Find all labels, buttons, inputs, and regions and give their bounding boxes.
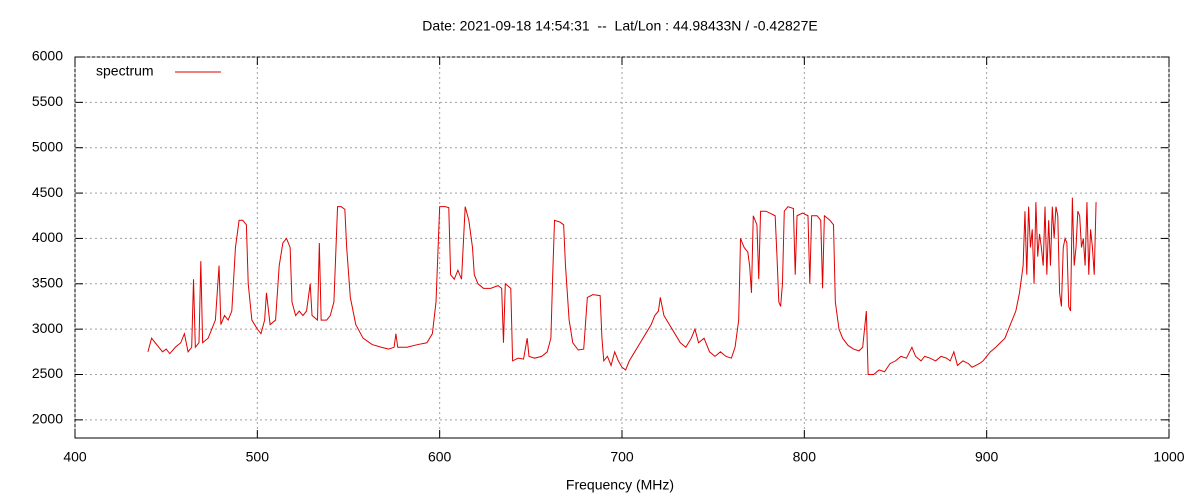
y-tick-label: 2500 bbox=[32, 365, 63, 381]
chart-title: Date: 2021-09-18 14:54:31 -- Lat/Lon : 4… bbox=[422, 18, 817, 34]
y-tick-label: 3000 bbox=[32, 320, 63, 336]
x-tick-label: 1000 bbox=[1153, 449, 1184, 465]
y-tick-label: 2000 bbox=[32, 411, 63, 427]
y-tick-label: 6000 bbox=[32, 48, 63, 64]
x-tick-label: 900 bbox=[975, 449, 999, 465]
x-tick-label: 400 bbox=[63, 449, 87, 465]
x-tick-label: 800 bbox=[793, 449, 817, 465]
y-tick-label: 3500 bbox=[32, 274, 63, 290]
y-tick-label: 5000 bbox=[32, 138, 63, 154]
y-tick-label: 4000 bbox=[32, 229, 63, 245]
y-tick-label: 4500 bbox=[32, 184, 63, 200]
y-tick-label: 5500 bbox=[32, 93, 63, 109]
series-line bbox=[147, 197, 1097, 375]
legend-label: spectrum bbox=[96, 63, 154, 79]
x-tick-label: 700 bbox=[610, 449, 634, 465]
x-tick-label: 600 bbox=[428, 449, 452, 465]
x-axis-label: Frequency (MHz) bbox=[566, 477, 674, 493]
x-tick-label: 500 bbox=[246, 449, 270, 465]
